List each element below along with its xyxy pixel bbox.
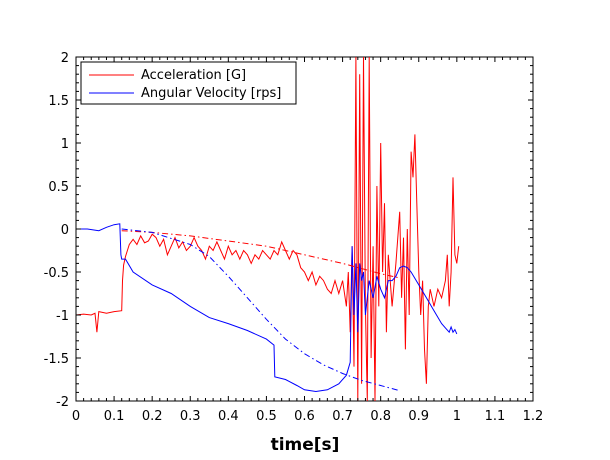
x-tick-label: 0.4 [218, 409, 239, 424]
y-tick-label: -1 [56, 309, 69, 324]
x-tick-label: 1.1 [485, 409, 506, 424]
y-tick-label: 1 [61, 137, 69, 152]
x-tick-label: 0.2 [142, 409, 163, 424]
series-line-angular-velocity-rps [76, 223, 458, 393]
y-tick-label: -0.5 [44, 266, 69, 281]
x-tick-label: 0 [72, 409, 80, 424]
plot-frame [75, 56, 534, 402]
y-tick-label: 2 [61, 51, 69, 66]
x-tick-label: 1.2 [523, 409, 544, 424]
x-tick-label: 0.1 [104, 409, 125, 424]
y-tick-label: -1.5 [44, 352, 69, 367]
legend-label-angular-velocity: Angular Velocity [rps] [141, 86, 281, 101]
series-line-acceleration-g [76, 57, 460, 401]
y-tick-label: 0 [61, 223, 69, 238]
plot-area [76, 57, 460, 401]
x-tick-label: 0.8 [370, 409, 391, 424]
x-tick-label: 0.6 [294, 409, 315, 424]
legend-box [80, 61, 297, 105]
x-axis-label: time[s] [271, 435, 340, 455]
y-tick-labels: 2 1.5 1 0.5 0 -0.5 -1 -1.5 -2 [44, 51, 69, 410]
x-tick-label: 0.5 [256, 409, 277, 424]
series-line-reference-3-dashdot [121, 228, 400, 392]
y-tick-label: 1.5 [48, 94, 69, 109]
legend-label-acceleration: Acceleration [G] [141, 68, 246, 83]
x-tick-label: 0.9 [408, 409, 429, 424]
series-line-reference-2-dashdot [121, 230, 400, 279]
x-tick-label: 1 [453, 409, 461, 424]
x-tick-label: 0.7 [332, 409, 353, 424]
x-tick-labels: 0 0.1 0.2 0.3 0.4 0.5 0.6 0.7 0.8 0.9 1 1.1 1.2 [72, 409, 543, 424]
legend: Acceleration [G] Angular Velocity [rps] [80, 61, 297, 105]
x-tick-label: 0.3 [180, 409, 201, 424]
y-tick-label: -2 [56, 395, 69, 410]
y-tick-label: 0.5 [48, 180, 69, 195]
axis-ticks [75, 56, 534, 402]
